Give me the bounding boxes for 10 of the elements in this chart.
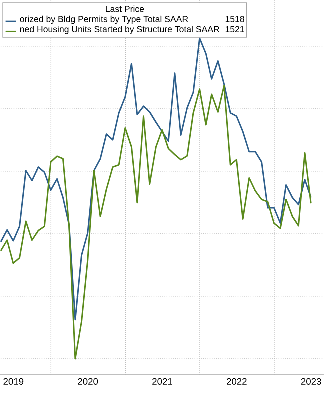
x-tick-label: 2019 — [4, 378, 24, 385]
x-tick-label: 2022 — [227, 378, 247, 385]
legend-label: ned Housing Units Started by Structure Total SAAR — [20, 26, 220, 34]
x-tick-label: 2020 — [78, 378, 98, 385]
legend-label: orized by Bldg Permits by Type Total SAAR — [20, 16, 188, 24]
text: 1521 — [226, 26, 244, 33]
x-tick-label: 2021 — [152, 378, 172, 385]
legend-title: Last Price — [106, 6, 144, 12]
text: 1518 — [226, 16, 244, 22]
x-tick-label: 2023 — [301, 378, 322, 385]
